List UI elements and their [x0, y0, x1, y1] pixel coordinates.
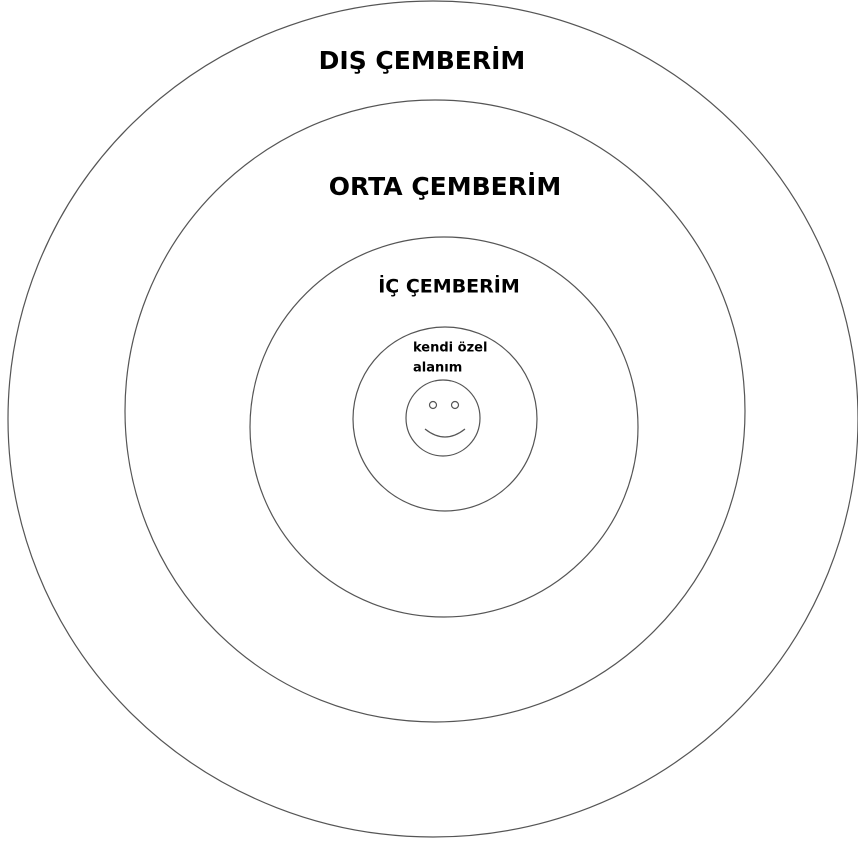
middle-label: ORTA ÇEMBERİM	[329, 171, 561, 201]
private-label: alanım	[413, 361, 462, 376]
outer-circle	[7, 0, 858, 838]
private-circle	[352, 326, 538, 512]
inner-circle	[249, 236, 639, 618]
outer-label: DIŞ ÇEMBERİM	[319, 45, 526, 75]
private-label: kendi özel	[413, 341, 487, 356]
middle-circle	[124, 99, 746, 723]
inner-label: İÇ ÇEMBERİM	[378, 274, 520, 298]
smiley-face	[405, 379, 481, 457]
